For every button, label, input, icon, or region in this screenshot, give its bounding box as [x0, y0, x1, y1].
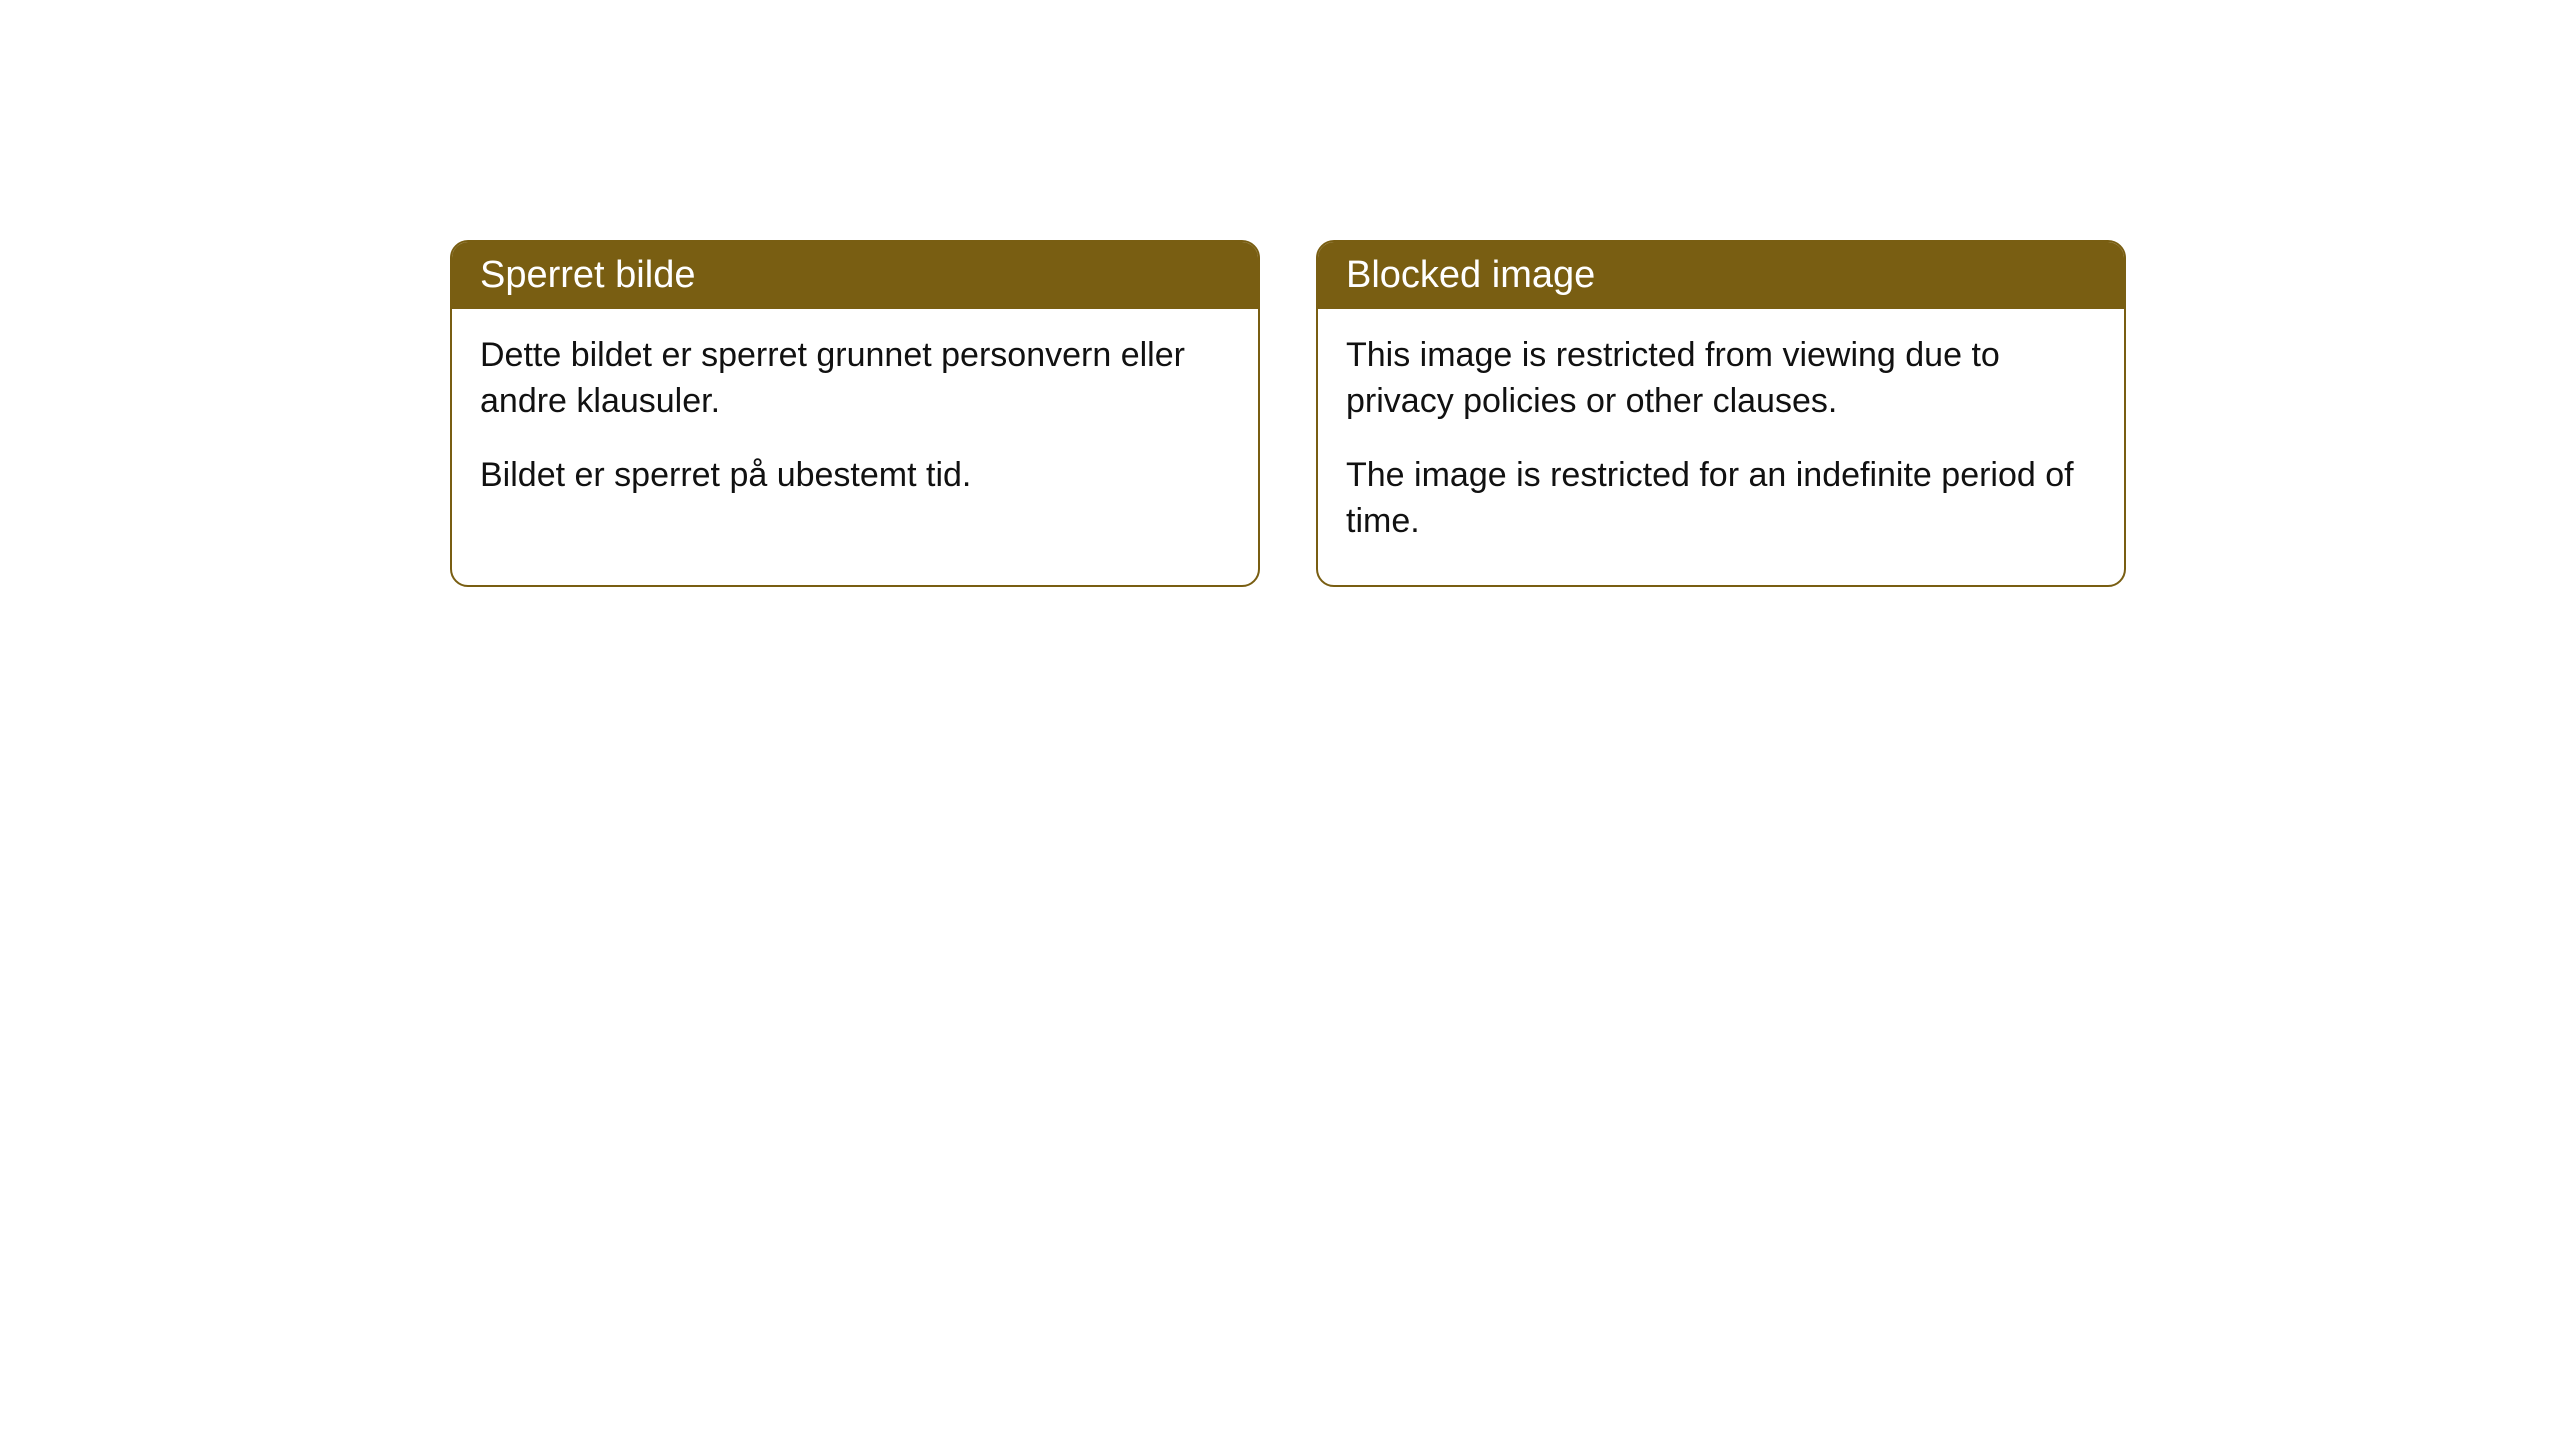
- card-paragraph: Bildet er sperret på ubestemt tid.: [480, 453, 1230, 499]
- blocked-image-card-no: Sperret bilde Dette bildet er sperret gr…: [450, 240, 1260, 587]
- card-container: Sperret bilde Dette bildet er sperret gr…: [0, 0, 2560, 587]
- card-body: This image is restricted from viewing du…: [1318, 309, 2124, 585]
- card-header: Sperret bilde: [452, 242, 1258, 309]
- blocked-image-card-en: Blocked image This image is restricted f…: [1316, 240, 2126, 587]
- card-paragraph: The image is restricted for an indefinit…: [1346, 453, 2096, 545]
- card-paragraph: Dette bildet er sperret grunnet personve…: [480, 333, 1230, 425]
- card-header: Blocked image: [1318, 242, 2124, 309]
- card-body: Dette bildet er sperret grunnet personve…: [452, 309, 1258, 539]
- card-paragraph: This image is restricted from viewing du…: [1346, 333, 2096, 425]
